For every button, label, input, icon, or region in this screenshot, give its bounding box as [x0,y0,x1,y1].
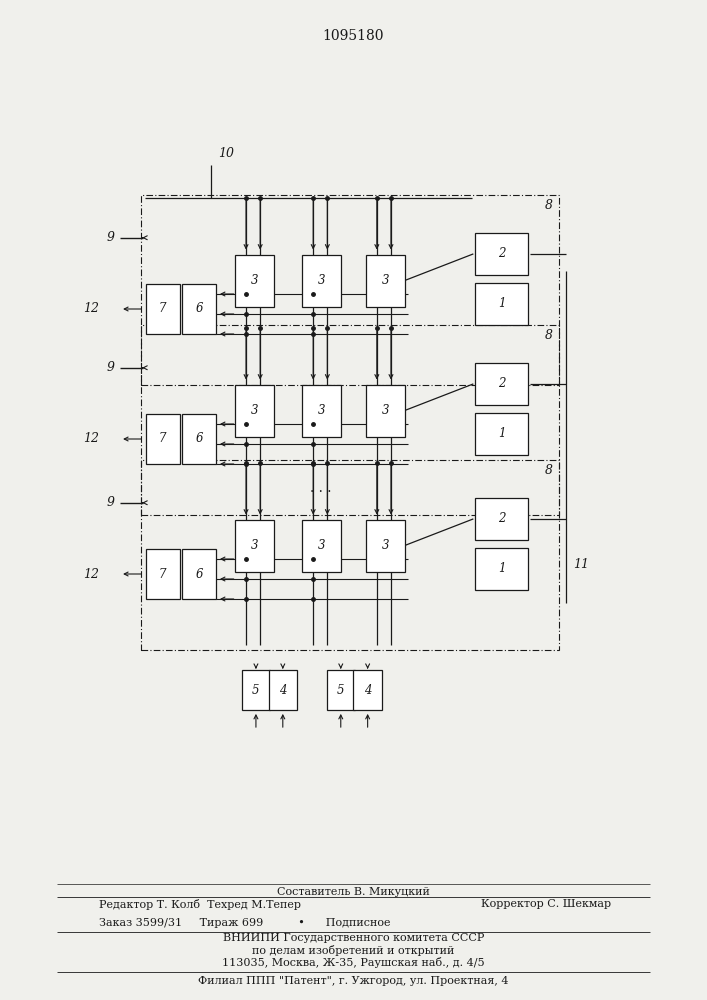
Text: 8: 8 [544,464,553,477]
Bar [146,414,180,464]
Text: 6: 6 [196,302,203,316]
Text: 8: 8 [544,199,553,212]
Text: 2: 2 [498,247,506,260]
Bar [302,385,341,437]
Text: 5: 5 [337,684,344,696]
Bar [475,548,528,590]
Bar [182,549,216,599]
Text: 2: 2 [498,377,506,390]
Text: 5: 5 [252,684,259,696]
Bar [475,283,528,325]
Text: 7: 7 [159,302,166,316]
Bar [141,325,559,515]
Bar [235,255,274,307]
Text: 12: 12 [83,568,99,580]
Bar [242,670,270,710]
Text: 3: 3 [318,539,325,552]
Text: 6: 6 [196,568,203,580]
Text: Составитель В. Микуцкий: Составитель В. Микуцкий [277,887,430,897]
Text: 6: 6 [196,432,203,446]
Text: 10: 10 [218,147,234,160]
Text: 113035, Москва, Ж-35, Раушская наб., д. 4/5: 113035, Москва, Ж-35, Раушская наб., д. … [222,956,485,968]
Text: 1: 1 [498,562,506,575]
Bar [366,385,405,437]
Bar [146,549,180,599]
Text: 1095180: 1095180 [323,29,384,43]
Text: Филиал ППП "Патент", г. Ужгород, ул. Проектная, 4: Филиал ППП "Патент", г. Ужгород, ул. Про… [198,976,509,986]
Text: 9: 9 [107,496,115,509]
Bar [302,520,341,572]
Bar [141,460,559,650]
Bar [141,195,559,385]
Bar [475,413,528,455]
Text: Редактор Т. Колб  Техред М.Тепер: Редактор Т. Колб Техред М.Тепер [99,898,301,910]
Text: 9: 9 [107,231,115,244]
Text: ВНИИПИ Государственного комитета СССР: ВНИИПИ Государственного комитета СССР [223,933,484,943]
Text: 3: 3 [382,404,389,417]
Bar [302,255,341,307]
Bar [366,520,405,572]
Text: 3: 3 [318,274,325,287]
Text: 12: 12 [83,432,99,446]
Text: 8: 8 [544,329,553,342]
Text: 3: 3 [382,274,389,287]
Text: 3: 3 [382,539,389,552]
Bar [475,498,528,540]
Bar [146,284,180,334]
Bar [182,414,216,464]
Text: 4: 4 [364,684,371,696]
Bar [182,284,216,334]
Text: Корректор С. Шекмар: Корректор С. Шекмар [481,899,611,909]
Text: 7: 7 [159,568,166,580]
Bar [269,670,297,710]
Text: 1: 1 [498,297,506,310]
Text: Заказ 3599/31     Тираж 699          •      Подписное: Заказ 3599/31 Тираж 699 • Подписное [99,918,390,928]
Text: 3: 3 [251,274,258,287]
Text: 3: 3 [251,539,258,552]
Text: 3: 3 [251,404,258,417]
Text: 1: 1 [498,427,506,440]
Bar [366,255,405,307]
Text: 4: 4 [279,684,286,696]
Bar [235,385,274,437]
Bar [235,520,274,572]
Bar [327,670,355,710]
Text: 3: 3 [318,404,325,417]
Text: по делам изобретений и открытий: по делам изобретений и открытий [252,944,455,956]
Bar [354,670,382,710]
Text: 11: 11 [573,558,589,572]
Bar [475,233,528,275]
Text: 7: 7 [159,432,166,446]
Text: . . .: . . . [310,481,331,494]
Bar [475,363,528,405]
Text: 12: 12 [83,302,99,316]
Text: 2: 2 [498,512,506,525]
Text: 9: 9 [107,361,115,374]
